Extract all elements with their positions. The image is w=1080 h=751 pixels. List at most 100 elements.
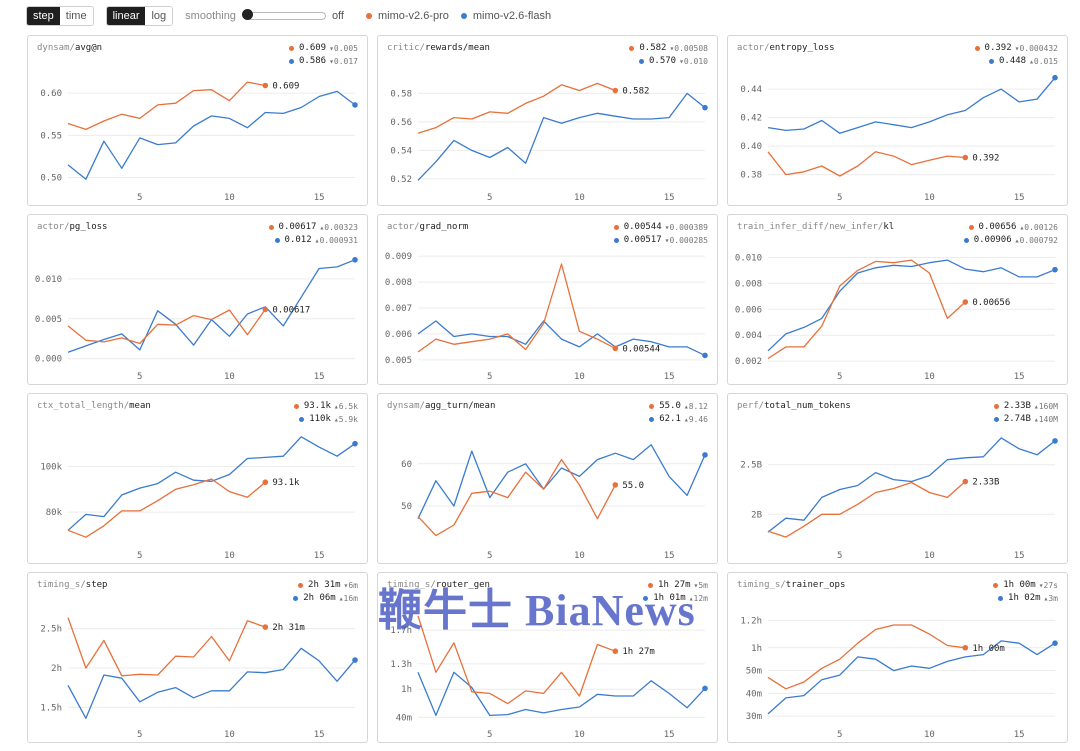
series-line-pro [417,82,616,134]
x-tick-label: 10 [224,730,235,740]
end-value-label: 1h 00m [972,644,1005,654]
chart-legend-row: 1h 00m ▾27s [993,579,1058,592]
series-value: 55.0 [659,401,681,411]
x-tick-label: 5 [137,193,142,203]
chart-title: actor/grad_norm [387,222,468,232]
series-end-point-pro [612,87,619,94]
series-line-pro [767,624,966,690]
x-tick-label: 5 [487,193,492,203]
series-end-point-flash [352,657,358,663]
y-tick-label: 0.010 [35,275,62,285]
y-tick-label: 0.58 [390,89,412,99]
chart-plot: 0.010 0.008 0.006 0.004 0.002 5 10 15 0.00656 [735,253,1058,382]
series-line-flash [767,259,1056,352]
scale-linear-option[interactable]: linear [106,7,146,25]
y-tick-label: 0.005 [35,315,62,325]
series-dot-icon [649,404,655,409]
x-tick-label: 5 [837,193,842,203]
series-dot-icon [643,596,649,601]
xaxis-step-option[interactable]: step [27,7,60,25]
y-tick-label: 0.004 [735,331,762,341]
x-tick-label: 15 [664,551,675,561]
x-tick-label: 10 [574,730,585,740]
series-dot-icon [274,238,280,243]
chart-title: dynsam/avg@n [37,43,102,53]
series-delta: ▴8.12 [683,402,708,411]
chart-title-prefix: perf/ [737,401,765,411]
x-tick-label: 10 [224,193,235,203]
series-dot-icon [289,46,294,51]
chart-title-metric: router_gen [435,580,490,590]
y-tick-label: 1.7h [390,626,412,636]
y-tick-label: 0.40 [740,142,762,152]
chart-plot: 1.7h 1.3h 1h 40m 5 10 15 1h 27m [390,615,708,740]
chart-legend-row: 0.448 ▴0.015 [975,55,1058,68]
chart-plot: 1.2h 1h 50m 40m 30m 5 10 15 1h 00m [740,616,1058,740]
series-delta: ▾0.000285 [664,236,708,245]
chart-panel: 0.009 0.008 0.007 0.006 0.005 5 10 15 0.00544 act… [377,214,718,385]
series-delta: ▾5m [693,581,708,590]
smoothing-slider-knob[interactable] [241,9,253,20]
series-delta: ▾0.005 [329,44,358,53]
chart-legend-row: 0.00617 ▴0.00323 [268,221,358,234]
scale-toggle: linear log [105,6,174,26]
series-line-flash [67,647,356,719]
series-dot-icon [293,596,299,601]
chart-plot: 0.60 0.55 0.50 5 10 15 0.609 [40,81,358,203]
series-end-point-flash [352,256,358,263]
series-dot-icon [289,59,294,64]
series-value: 0.00656 [978,222,1017,232]
chart-legend: 0.609 ▾0.005 0.586 ▾0.017 [289,42,358,68]
series-end-point-flash [702,452,708,458]
chart-title-prefix: actor/ [737,43,770,53]
chart-legend-row: 0.00544 ▾0.000389 [613,221,708,234]
series-value: 0.012 [284,235,312,245]
x-tick-label: 10 [224,551,235,561]
chart-plot: 100k 80k 5 10 15 93.1k [40,436,358,561]
scale-log-option[interactable]: log [145,7,173,25]
y-tick-label: 0.52 [390,175,412,185]
chart-legend-row: 0.00656 ▴0.00126 [964,221,1058,234]
chart-legend-row: 1h 27m ▾5m [643,579,708,592]
series-dot-icon [648,583,654,588]
end-value-label: 0.609 [272,82,299,92]
series-dot-icon [989,59,994,64]
end-value-label: 0.00656 [972,298,1010,308]
series-end-point-flash [1052,74,1058,81]
chart-panel: 100k 80k 5 10 15 93.1k ctx_total_length/mean 93… [27,393,368,564]
series-line-flash [67,436,356,531]
y-tick-label: 0.010 [735,253,762,263]
end-value-label: 2.33B [972,478,999,488]
legend-item-pro[interactable]: mimo-v2.6-pro [365,10,449,22]
series-delta: ▴0.00126 [1019,223,1058,232]
series-value: 1h 01m [653,593,686,603]
series-line-pro [767,151,966,177]
chart-title-metric: mean [129,401,151,411]
smoothing-label: smoothing [185,10,236,22]
chart-legend-row: 55.0 ▴8.12 [649,400,708,413]
chart-title-prefix: dynsam/ [387,401,425,411]
series-delta: ▾6m [343,581,358,590]
x-tick-label: 10 [224,372,235,382]
chart-title-metric: entropy_loss [769,43,835,53]
x-tick-label: 5 [837,372,842,382]
series-delta: ▾0.000432 [1014,44,1058,53]
x-tick-label: 5 [137,551,142,561]
series-line-flash [767,437,1056,533]
chart-legend: 0.00656 ▴0.00126 0.00906 ▴0.000792 [963,221,1058,247]
chart-panel: 0.58 0.56 0.54 0.52 5 10 15 0.582 critic/rewards… [377,35,718,206]
smoothing-slider[interactable] [241,9,326,20]
x-tick-label: 10 [574,372,585,382]
chart-title-metric: rewards/mean [424,43,490,53]
series-end-point-pro [262,306,269,313]
series-line-flash [417,92,706,181]
series-line-flash [767,77,1056,134]
chart-panel: 1.7h 1.3h 1h 40m 5 10 15 1h 27m timing_s/router_… [377,572,718,743]
series-line-pro [67,617,266,677]
chart-legend: 55.0 ▴8.12 62.1 ▴9.46 [649,400,708,426]
xaxis-time-option[interactable]: time [59,7,93,25]
x-tick-label: 15 [314,551,325,561]
series-line-pro [67,309,266,345]
legend-item-flash[interactable]: mimo-v2.6-flash [460,10,551,22]
x-tick-label: 15 [664,730,675,740]
